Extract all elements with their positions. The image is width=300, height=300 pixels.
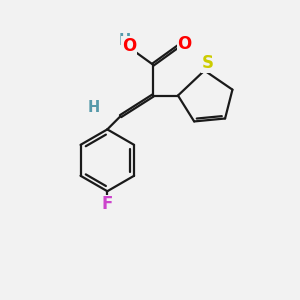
Text: F: F xyxy=(102,196,113,214)
Text: H: H xyxy=(119,33,131,48)
Text: O: O xyxy=(122,37,136,55)
Text: H: H xyxy=(88,100,100,115)
Text: S: S xyxy=(201,54,213,72)
Text: O: O xyxy=(178,35,192,53)
